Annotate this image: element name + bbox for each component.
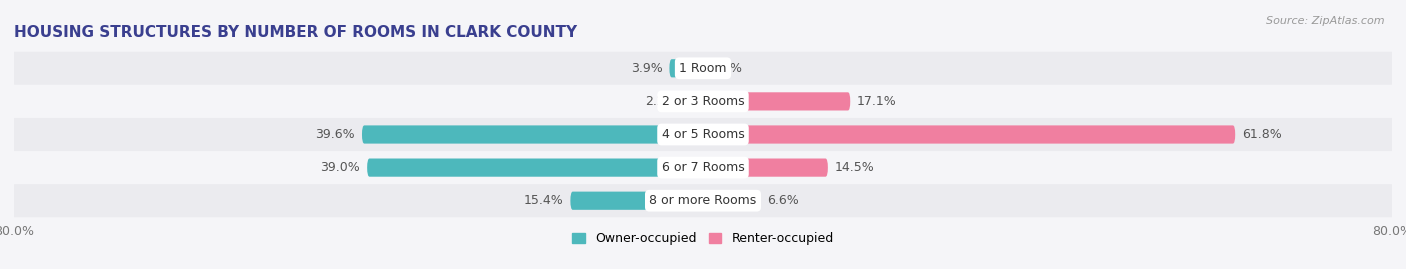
Text: 17.1%: 17.1% [858,95,897,108]
Text: 8 or more Rooms: 8 or more Rooms [650,194,756,207]
Text: 39.6%: 39.6% [315,128,356,141]
Text: 39.0%: 39.0% [321,161,360,174]
Text: 61.8%: 61.8% [1241,128,1282,141]
FancyBboxPatch shape [14,184,1392,217]
Text: 6 or 7 Rooms: 6 or 7 Rooms [662,161,744,174]
FancyBboxPatch shape [14,118,1392,151]
FancyBboxPatch shape [703,192,759,210]
Text: 1 Room: 1 Room [679,62,727,75]
Text: 2 or 3 Rooms: 2 or 3 Rooms [662,95,744,108]
Text: 4 or 5 Rooms: 4 or 5 Rooms [662,128,744,141]
FancyBboxPatch shape [14,85,1392,118]
Legend: Owner-occupied, Renter-occupied: Owner-occupied, Renter-occupied [572,232,834,245]
FancyBboxPatch shape [703,158,828,177]
FancyBboxPatch shape [367,158,703,177]
FancyBboxPatch shape [361,125,703,144]
Text: 6.6%: 6.6% [766,194,799,207]
Text: 14.5%: 14.5% [835,161,875,174]
Text: HOUSING STRUCTURES BY NUMBER OF ROOMS IN CLARK COUNTY: HOUSING STRUCTURES BY NUMBER OF ROOMS IN… [14,25,578,40]
FancyBboxPatch shape [14,52,1392,85]
Text: Source: ZipAtlas.com: Source: ZipAtlas.com [1267,16,1385,26]
FancyBboxPatch shape [669,59,703,77]
Text: 0.0%: 0.0% [710,62,742,75]
FancyBboxPatch shape [14,151,1392,184]
FancyBboxPatch shape [703,92,851,111]
FancyBboxPatch shape [703,125,1236,144]
FancyBboxPatch shape [571,192,703,210]
Text: 3.9%: 3.9% [631,62,662,75]
Text: 2.2%: 2.2% [645,95,678,108]
FancyBboxPatch shape [685,92,703,111]
Text: 15.4%: 15.4% [524,194,564,207]
